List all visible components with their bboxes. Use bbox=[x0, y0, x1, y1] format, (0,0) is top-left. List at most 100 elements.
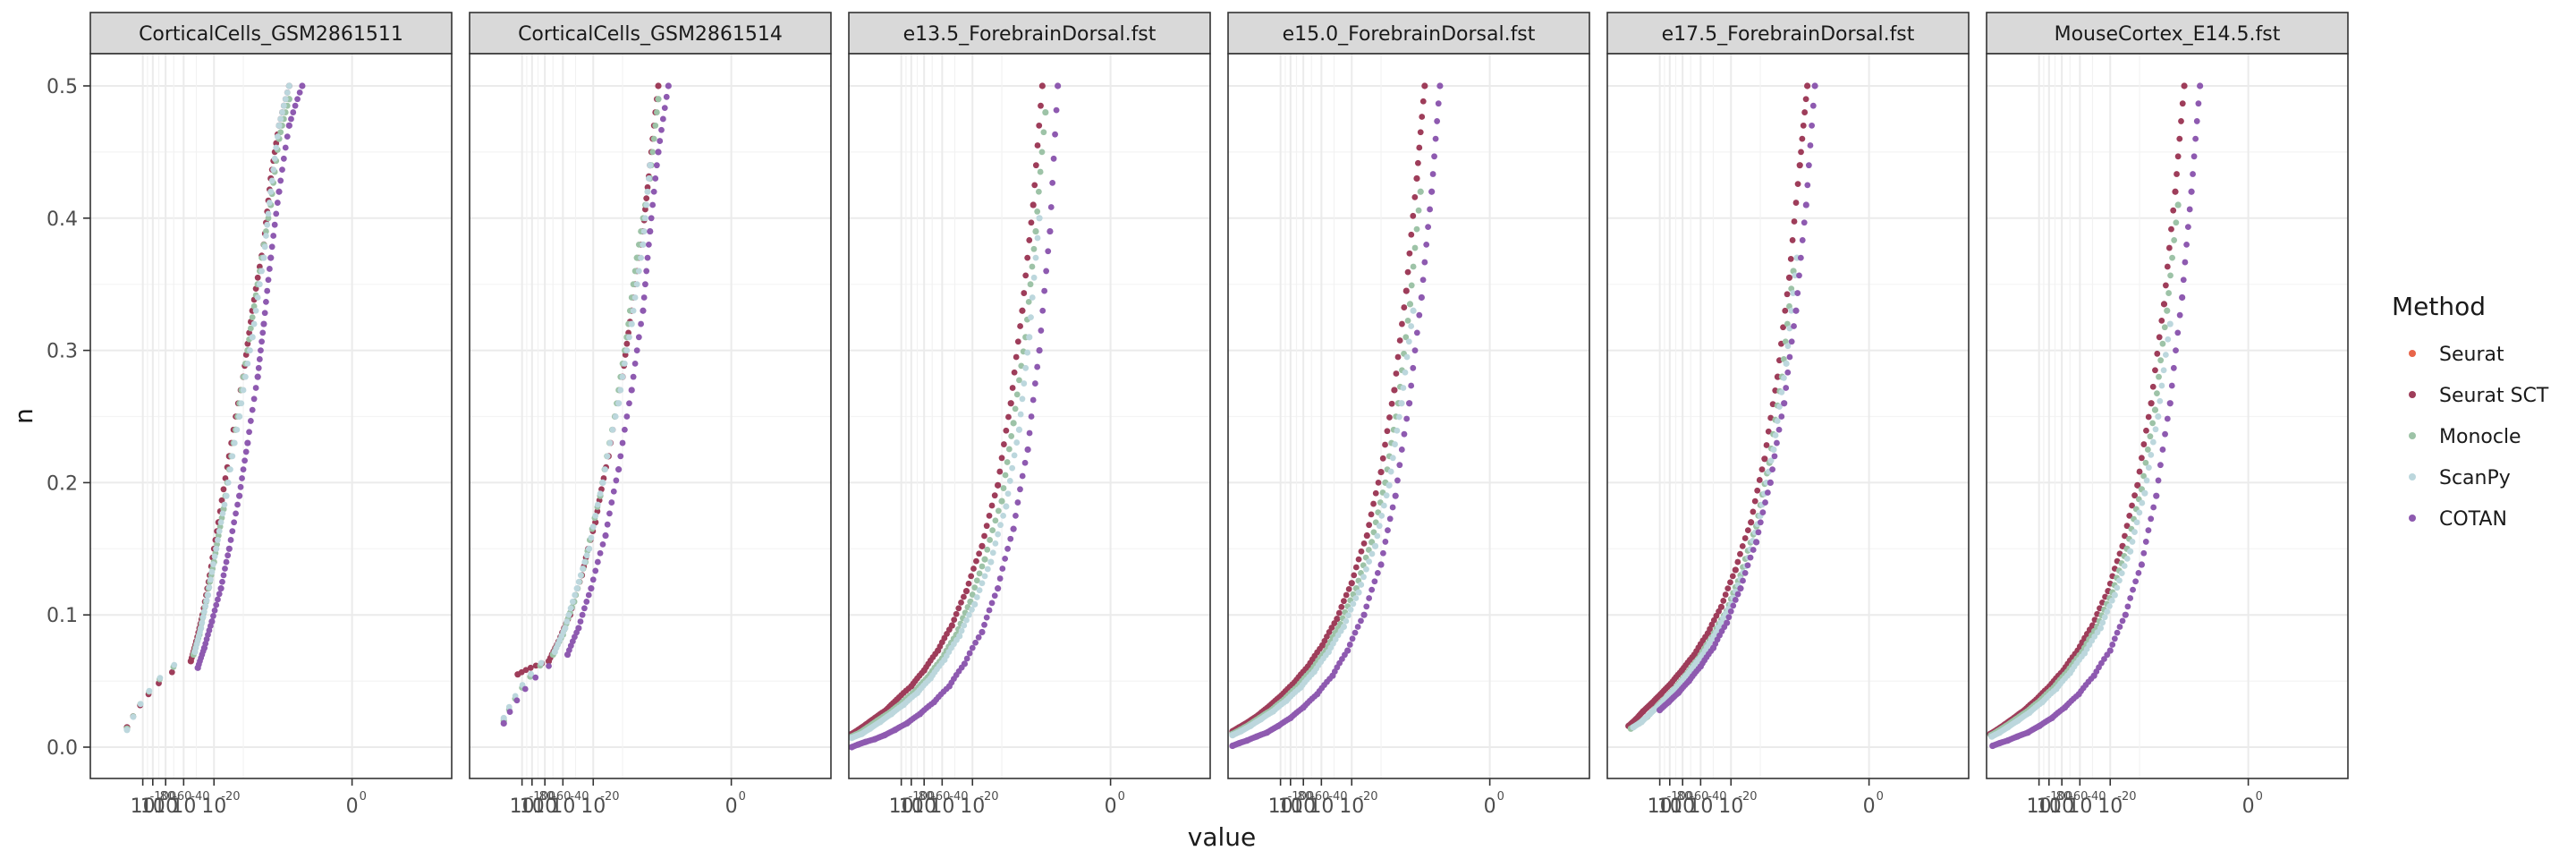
data-point bbox=[1405, 338, 1412, 345]
data-point bbox=[2179, 293, 2186, 302]
data-point bbox=[1750, 547, 1757, 553]
data-point bbox=[1000, 512, 1006, 519]
data-point bbox=[1434, 118, 1441, 124]
legend-label: ScanPy bbox=[2439, 467, 2511, 489]
data-point bbox=[527, 664, 534, 671]
data-point bbox=[242, 457, 248, 464]
data-point bbox=[986, 512, 993, 519]
data-point bbox=[254, 294, 261, 301]
data-point bbox=[638, 254, 644, 261]
data-point bbox=[1376, 523, 1383, 530]
data-point bbox=[1734, 591, 1741, 598]
data-point bbox=[633, 347, 640, 353]
data-point bbox=[643, 195, 650, 202]
x-tick-label-exponent: -60 bbox=[1310, 790, 1329, 804]
data-point bbox=[1006, 478, 1013, 484]
x-tick-label: 10 bbox=[1688, 795, 1713, 818]
data-point bbox=[265, 210, 272, 217]
data-point bbox=[575, 625, 582, 632]
data-point bbox=[256, 281, 263, 288]
x-tick-label: 10 bbox=[1268, 795, 1293, 818]
data-point bbox=[2145, 413, 2152, 421]
data-point bbox=[1379, 549, 1386, 557]
data-point bbox=[1804, 182, 1811, 189]
data-point bbox=[2176, 135, 2183, 142]
data-point bbox=[615, 466, 623, 473]
x-tick-label-exponent: 80 bbox=[1298, 790, 1313, 804]
x-tick-label: 10 bbox=[1309, 795, 1334, 818]
data-point bbox=[995, 481, 1002, 489]
x-tick-label-exponent: -60 bbox=[1690, 790, 1708, 804]
x-tick-label: 10 bbox=[960, 795, 985, 818]
data-point bbox=[201, 608, 208, 615]
data-point bbox=[1811, 82, 1818, 89]
data-point bbox=[968, 573, 975, 580]
data-point bbox=[1794, 290, 1801, 296]
data-point bbox=[604, 521, 611, 528]
data-point bbox=[2118, 570, 2125, 577]
data-point bbox=[215, 537, 221, 543]
x-tick-label-exponent: -100 bbox=[150, 790, 177, 804]
data-point bbox=[1368, 550, 1376, 557]
data-point bbox=[264, 221, 271, 228]
data-point bbox=[227, 537, 234, 543]
data-point bbox=[580, 566, 586, 572]
facet-title: MouseCortex_E14.5.fst bbox=[2055, 23, 2281, 46]
data-point bbox=[2130, 586, 2136, 593]
data-point bbox=[1350, 600, 1357, 608]
x-tick-label-exponent: -20 bbox=[979, 790, 998, 804]
data-point bbox=[951, 617, 958, 624]
data-point bbox=[1755, 529, 1762, 536]
data-point bbox=[2165, 290, 2173, 296]
data-point bbox=[294, 96, 301, 103]
data-point bbox=[1785, 274, 1793, 281]
data-point bbox=[577, 618, 584, 625]
data-point bbox=[1732, 566, 1739, 574]
data-point bbox=[2144, 447, 2151, 453]
data-point bbox=[1013, 353, 1020, 361]
data-point bbox=[1425, 224, 1432, 231]
data-point bbox=[643, 268, 650, 275]
data-point bbox=[1372, 489, 1379, 497]
x-tick-label-exponent: -40 bbox=[2087, 790, 2106, 804]
data-point bbox=[219, 578, 225, 585]
data-point bbox=[2162, 352, 2169, 358]
data-point bbox=[1807, 142, 1814, 149]
data-point bbox=[981, 532, 987, 540]
data-point bbox=[238, 400, 245, 407]
x-tick-label-exponent: -100 bbox=[909, 790, 936, 804]
data-point bbox=[267, 254, 275, 261]
data-point bbox=[267, 188, 275, 195]
data-point bbox=[1352, 564, 1360, 571]
data-point bbox=[2182, 259, 2189, 266]
data-point bbox=[1034, 142, 1041, 149]
data-point bbox=[1778, 413, 1785, 420]
data-point bbox=[1355, 556, 1362, 563]
data-point bbox=[642, 281, 648, 288]
data-point bbox=[1030, 201, 1037, 208]
data-point bbox=[1415, 207, 1422, 214]
data-point bbox=[130, 713, 137, 720]
data-point bbox=[2150, 504, 2157, 511]
data-point bbox=[617, 453, 624, 460]
data-point bbox=[1763, 442, 1770, 448]
data-point bbox=[1052, 131, 1058, 138]
data-point bbox=[1030, 396, 1037, 404]
legend-label: Seurat SCT bbox=[2439, 385, 2549, 407]
data-point bbox=[619, 373, 626, 380]
data-point bbox=[955, 605, 962, 612]
data-point bbox=[1382, 539, 1389, 545]
data-point bbox=[2192, 135, 2199, 142]
x-tick-label-exponent: -40 bbox=[1707, 790, 1726, 804]
data-point bbox=[1402, 369, 1409, 376]
facet-strip bbox=[848, 12, 1211, 55]
data-point bbox=[1727, 579, 1733, 586]
x-tick-label: 10 bbox=[550, 795, 575, 818]
facet-title: CorticalCells_GSM2861514 bbox=[518, 23, 783, 46]
data-point bbox=[2186, 206, 2193, 213]
data-point bbox=[623, 340, 631, 347]
panel-border bbox=[848, 53, 1211, 779]
data-point bbox=[1758, 466, 1766, 473]
data-point bbox=[645, 241, 652, 248]
data-point bbox=[208, 568, 216, 575]
